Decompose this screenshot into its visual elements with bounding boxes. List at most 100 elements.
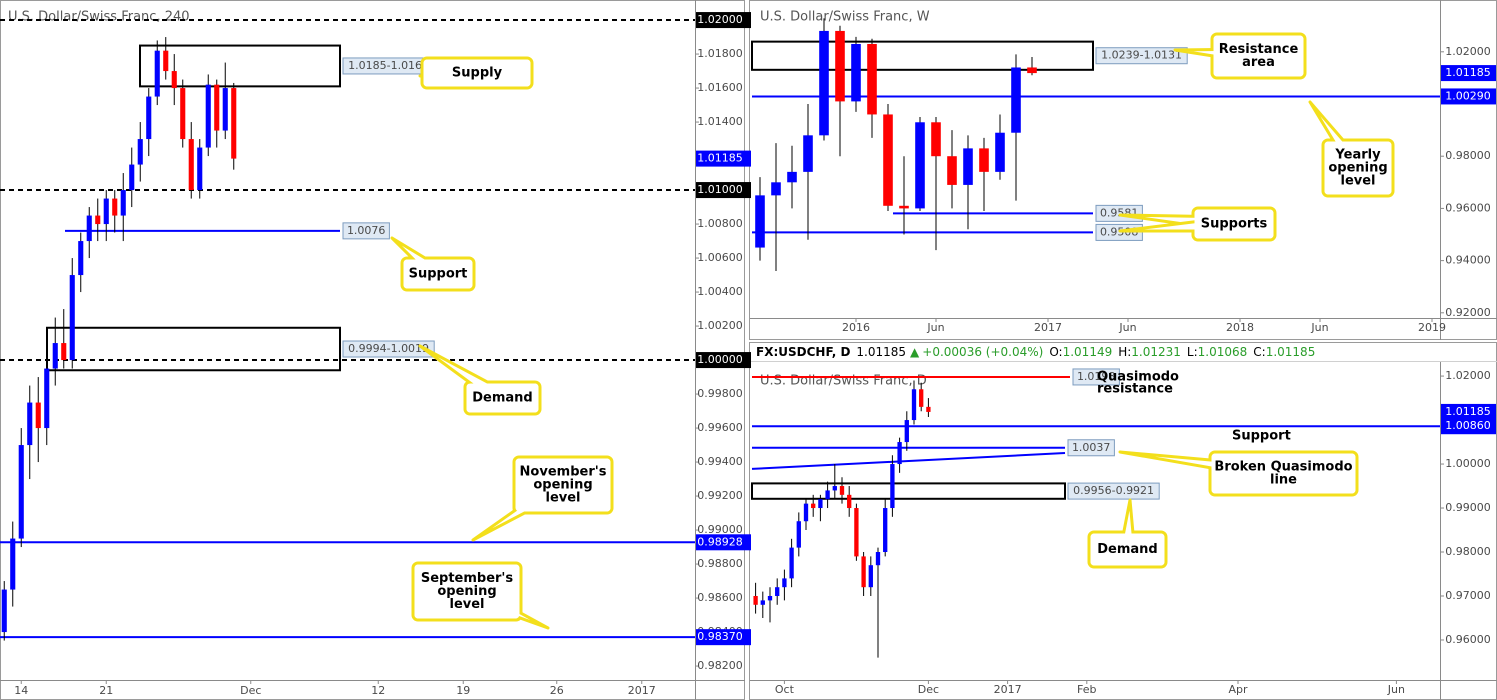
y-tick-label: 1.00800 <box>697 217 743 230</box>
y-tick-label: 0.97000 <box>1445 589 1491 602</box>
level-label: 1.0198 <box>1077 370 1116 383</box>
candle-body <box>897 442 902 465</box>
candle-body <box>995 132 1005 172</box>
candle-body <box>163 50 169 72</box>
chart-title: U.S. Dollar/Swiss Franc, 240 <box>8 10 190 25</box>
candle-body <box>1027 67 1037 74</box>
annotation: resistance <box>1097 382 1173 397</box>
x-tick-label: 19 <box>456 684 470 697</box>
y-tick-label: 0.99800 <box>697 387 743 400</box>
candle-body <box>926 406 931 412</box>
callout-text: opening <box>533 478 592 493</box>
candle-body <box>27 402 33 446</box>
callout-text: November's <box>520 465 607 480</box>
x-tick-label: Jun <box>1118 321 1136 334</box>
level-label: 1.00860 <box>1445 419 1491 432</box>
candle-body <box>931 122 941 157</box>
price-tag <box>1441 65 1496 82</box>
candle-body <box>86 215 92 242</box>
candle-body <box>771 182 781 196</box>
candle-body <box>854 508 859 557</box>
x-tick-label: 12 <box>371 684 385 697</box>
y-tick-label: 0.99000 <box>1445 501 1491 514</box>
y-tick-label: 1.00200 <box>697 319 743 332</box>
x-tick-label: Feb <box>1077 683 1096 696</box>
candle-body <box>767 595 773 601</box>
candle-body <box>112 198 118 216</box>
callout-text: September's <box>421 571 514 586</box>
candle-body <box>129 164 135 191</box>
level-tag <box>696 12 751 29</box>
info-low: 1.01068 <box>1198 345 1248 359</box>
candle-body <box>222 88 228 131</box>
callout-fill <box>1324 141 1392 195</box>
candle-body <box>867 43 877 115</box>
level-label: 0.98370 <box>697 630 743 643</box>
y-tick-label: 0.99000 <box>697 523 743 536</box>
candle-body <box>979 148 989 172</box>
y-tick-label: 1.01800 <box>697 47 743 60</box>
level-tag <box>696 352 751 369</box>
zone-label: 1.0239-1.0131 <box>1101 49 1182 62</box>
y-tick-label: 0.99400 <box>697 455 743 468</box>
x-tick-label: Apr <box>1228 683 1248 696</box>
callout-text: area <box>1242 55 1275 70</box>
candle-body <box>154 50 160 97</box>
callout-fill <box>1211 453 1356 494</box>
callout-text: Resistance <box>1219 42 1299 57</box>
y-tick-label: 0.98000 <box>1445 545 1491 558</box>
candle-body <box>231 88 237 159</box>
annotation: Support <box>1232 429 1291 444</box>
info-arrow: ▲ <box>910 345 920 359</box>
callout-text: level <box>1340 174 1375 189</box>
x-tick-label: Dec <box>240 684 261 697</box>
zone-tag <box>342 340 435 358</box>
candle-body <box>188 139 194 191</box>
callout-text: Demand <box>1097 542 1158 557</box>
callout-fill <box>1194 209 1274 239</box>
y-tick-label: 0.96000 <box>1445 633 1491 646</box>
callout-text: level <box>449 597 484 612</box>
candle-body <box>883 508 888 553</box>
y-tick-label: 1.00400 <box>697 285 743 298</box>
candle-body <box>753 595 758 605</box>
y-tick-label: 0.98200 <box>697 659 743 672</box>
x-tick-label: 2019 <box>1418 321 1446 334</box>
info-close: 1.01185 <box>1266 345 1316 359</box>
candle-body <box>171 71 177 89</box>
callout-text: line <box>1270 473 1297 488</box>
level-label: 1.01000 <box>697 183 743 196</box>
callout-text: Broken Quasimodo <box>1214 460 1352 475</box>
x-tick-label: 21 <box>99 684 113 697</box>
y-tick-label: 1.02000 <box>1445 45 1491 58</box>
candle-body <box>205 84 211 148</box>
candle-body <box>61 343 67 361</box>
x-tick-label: 2018 <box>1226 321 1254 334</box>
candle-body <box>919 389 924 407</box>
candle-body <box>839 486 845 495</box>
y-tick-label: 0.99200 <box>697 489 743 502</box>
candle-body <box>963 148 973 185</box>
callout-text: Support <box>409 267 468 282</box>
callout-text: Supports <box>1201 217 1268 232</box>
info-l-label: L: <box>1187 345 1198 359</box>
x-tick-label: Jun <box>1387 683 1405 696</box>
y-tick-label: 0.92000 <box>1445 306 1491 319</box>
zone <box>751 40 1094 71</box>
candle-body <box>915 122 925 209</box>
candle-body <box>10 538 16 590</box>
candle-body <box>78 241 84 276</box>
x-tick-label: 2016 <box>842 321 870 334</box>
callout-text: Demand <box>472 391 533 406</box>
candle-body <box>103 198 109 225</box>
candle-body <box>197 147 203 191</box>
candle-body <box>44 368 50 429</box>
x-tick-label: 2017 <box>1034 321 1062 334</box>
candle-body <box>947 156 957 185</box>
candle-body <box>760 600 765 605</box>
y-tick-label: 1.02000 <box>1445 369 1491 382</box>
callout-fill <box>414 564 520 619</box>
candle-body <box>899 205 909 209</box>
x-tick-label: Jun <box>926 321 944 334</box>
x-tick-label: Oct <box>775 683 795 696</box>
